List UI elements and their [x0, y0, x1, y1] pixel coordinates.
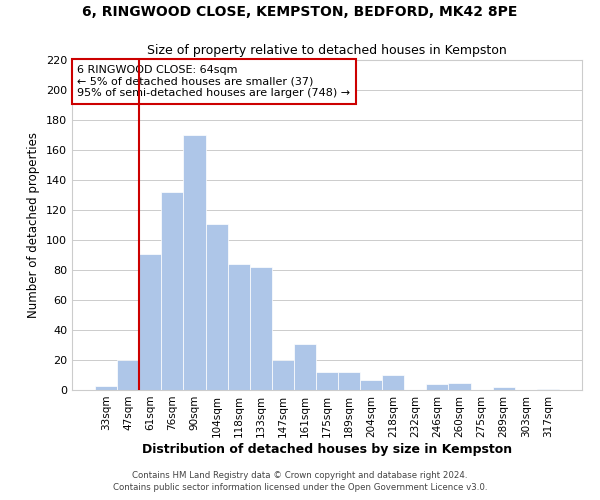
Bar — [206, 224, 227, 390]
Bar — [272, 360, 294, 390]
Bar — [227, 264, 250, 390]
Text: 6 RINGWOOD CLOSE: 64sqm
← 5% of detached houses are smaller (37)
95% of semi-det: 6 RINGWOOD CLOSE: 64sqm ← 5% of detached… — [77, 65, 350, 98]
Bar — [427, 384, 448, 390]
Bar — [360, 380, 382, 390]
Bar — [493, 387, 515, 390]
Bar — [117, 360, 139, 390]
Bar — [250, 267, 272, 390]
Bar — [95, 386, 117, 390]
Title: Size of property relative to detached houses in Kempston: Size of property relative to detached ho… — [147, 44, 507, 58]
Bar — [161, 192, 184, 390]
Bar — [139, 254, 161, 390]
Bar — [338, 372, 360, 390]
X-axis label: Distribution of detached houses by size in Kempston: Distribution of detached houses by size … — [142, 442, 512, 456]
Bar — [382, 375, 404, 390]
Y-axis label: Number of detached properties: Number of detached properties — [28, 132, 40, 318]
Text: Contains HM Land Registry data © Crown copyright and database right 2024.
Contai: Contains HM Land Registry data © Crown c… — [113, 471, 487, 492]
Bar — [537, 388, 559, 390]
Bar — [184, 135, 206, 390]
Bar — [448, 382, 470, 390]
Bar — [316, 372, 338, 390]
Bar — [294, 344, 316, 390]
Text: 6, RINGWOOD CLOSE, KEMPSTON, BEDFORD, MK42 8PE: 6, RINGWOOD CLOSE, KEMPSTON, BEDFORD, MK… — [82, 5, 518, 19]
